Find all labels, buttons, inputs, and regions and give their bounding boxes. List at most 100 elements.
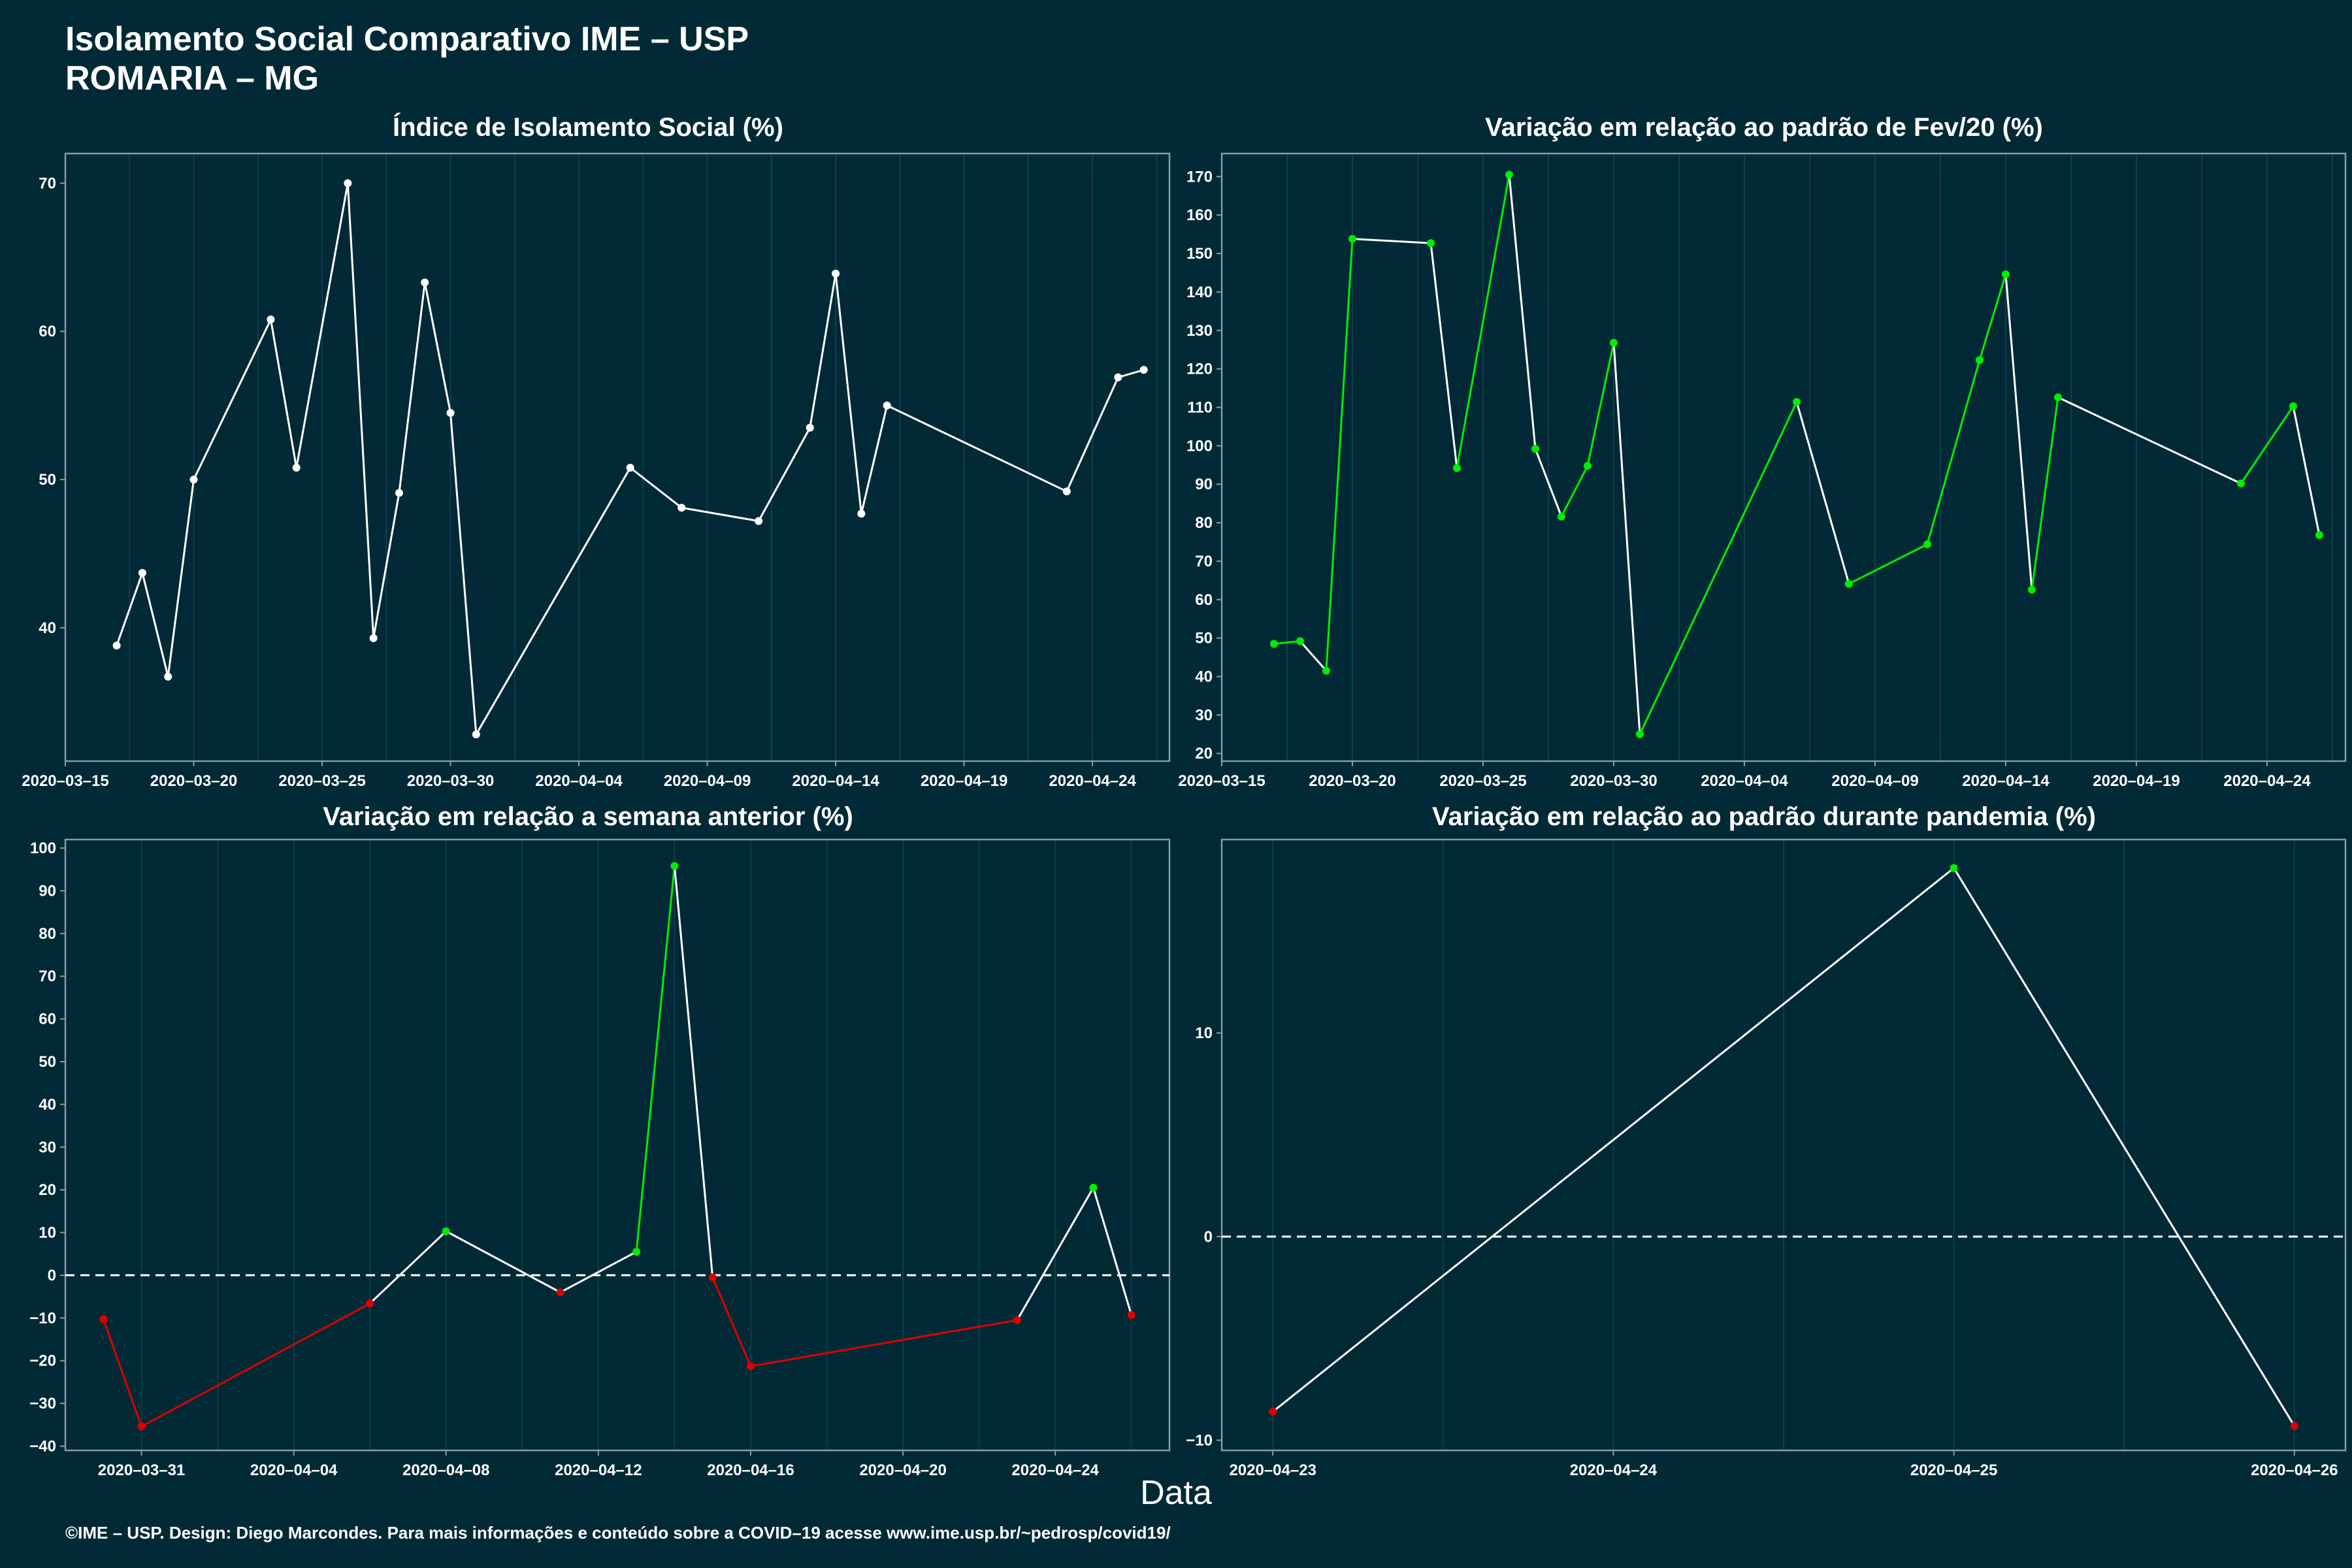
x-tick-label: 2020–03–15 xyxy=(1178,772,1265,790)
data-point xyxy=(2028,585,2036,594)
series-segment xyxy=(1612,342,1641,734)
panel-variation-feb: Variação em relação ao padrão de Fev/20 … xyxy=(1176,111,2352,791)
y-tick-label: 10 xyxy=(1195,1024,1213,1042)
data-point xyxy=(670,862,679,870)
plot-border xyxy=(1220,838,2347,1452)
y-tick-label: 20 xyxy=(39,1181,56,1199)
data-point xyxy=(1114,373,1122,382)
x-tick-label: 2020–04–24 xyxy=(1049,772,1136,790)
data-point xyxy=(1531,445,1539,453)
series-segment xyxy=(449,412,478,735)
series-segment xyxy=(750,1319,1018,1367)
data-point xyxy=(1636,730,1644,738)
chart-variation-week: −40 −30 −20 −10 0 10 20 30 40 50 60 70 80 90 100 2020–0… xyxy=(29,838,1171,1479)
panel-title: Índice de Isolamento Social (%) xyxy=(393,113,783,142)
y-tick-label: 130 xyxy=(1186,322,1213,340)
data-point xyxy=(678,504,686,512)
data-point xyxy=(1923,540,1931,549)
y-tick-label: 40 xyxy=(39,1096,56,1113)
panel-variation-week: Variação em relação a semana anterior (%… xyxy=(0,800,1176,1480)
x-tick-label: 2020–04–26 xyxy=(2251,1462,2338,1479)
y-tick-label: −40 xyxy=(29,1437,56,1455)
plot-area xyxy=(1222,154,2345,761)
main-title: Isolamento Social Comparativo IME – USP xyxy=(65,20,749,58)
x-tick-label: 2020–04–09 xyxy=(1831,772,1918,790)
data-point xyxy=(1348,235,1356,243)
data-point xyxy=(138,568,146,577)
series-segment xyxy=(1456,174,1511,468)
data-point xyxy=(112,642,121,650)
data-point xyxy=(2290,1422,2298,1430)
series-segment xyxy=(2031,397,2059,590)
series-segment xyxy=(1429,242,1458,468)
y-tick-label: 60 xyxy=(39,323,56,340)
data-point xyxy=(1062,487,1071,496)
series-segment xyxy=(2057,396,2242,485)
plot-border xyxy=(64,152,1171,762)
data-point xyxy=(857,510,866,518)
data-point xyxy=(626,463,634,472)
series-segment xyxy=(141,572,169,678)
data-point xyxy=(164,672,172,681)
series-segment xyxy=(673,866,714,1278)
data-point xyxy=(292,463,301,472)
data-point xyxy=(2315,531,2323,539)
y-tick-label: 90 xyxy=(1195,476,1213,493)
series-segment xyxy=(1352,238,1431,244)
x-tick-label: 2020–04–04 xyxy=(535,772,623,790)
data-point xyxy=(556,1288,564,1297)
data-point xyxy=(1453,464,1461,472)
x-tick-label: 2020–04–04 xyxy=(1701,772,1788,790)
series-segment xyxy=(1795,401,1850,585)
x-tick-label: 2020–03–25 xyxy=(278,772,365,790)
y-tick-label: 10 xyxy=(39,1224,56,1242)
data-point xyxy=(472,730,480,739)
series-segment xyxy=(887,404,1068,493)
x-tick-label: 2020–03–20 xyxy=(150,772,237,790)
data-point xyxy=(746,1362,755,1371)
series-segment xyxy=(711,1277,752,1367)
plot-area xyxy=(65,840,1169,1450)
panel-title: Variação em relação ao padrão de Fev/20 … xyxy=(1485,113,2043,142)
data-point xyxy=(708,1273,717,1282)
data-point xyxy=(1845,580,1853,588)
series-segment xyxy=(2240,405,2295,484)
y-tick-label: 80 xyxy=(39,925,56,943)
data-point xyxy=(395,489,403,497)
series-segment xyxy=(140,1302,370,1428)
series-segment xyxy=(1586,342,1615,466)
series-segment xyxy=(1926,359,1981,545)
series-segment xyxy=(475,467,631,735)
y-tick-label: 90 xyxy=(39,882,56,900)
data-point xyxy=(1296,637,1304,645)
series-segment xyxy=(860,405,889,514)
series-segment xyxy=(559,1250,637,1294)
data-point xyxy=(1558,512,1565,521)
series-segment xyxy=(167,479,195,677)
x-tick-label: 2020–04–09 xyxy=(664,772,751,790)
y-tick-label: −20 xyxy=(29,1352,56,1370)
panel-title: Variação em relação a semana anterior (%… xyxy=(323,802,853,831)
y-tick-label: 170 xyxy=(1186,168,1213,186)
x-tick-label: 2020–04–24 xyxy=(1011,1462,1099,1479)
data-point xyxy=(344,179,352,188)
y-tick-label: 20 xyxy=(1195,745,1213,762)
x-tick-label: 2020–04–19 xyxy=(2093,772,2180,790)
data-point xyxy=(366,1299,374,1308)
y-tick-label: 100 xyxy=(1186,437,1213,455)
x-tick-label: 2020–04–25 xyxy=(1910,1462,1997,1479)
data-point xyxy=(267,316,275,324)
y-tick-label: 0 xyxy=(48,1267,56,1284)
y-tick-label: 30 xyxy=(1195,706,1213,724)
series-segment xyxy=(1508,174,1537,449)
y-tick-label: 80 xyxy=(1195,514,1213,532)
data-point xyxy=(2054,393,2062,402)
series-segment xyxy=(629,466,683,509)
y-tick-label: 60 xyxy=(39,1011,56,1028)
y-tick-label: 50 xyxy=(39,471,56,489)
panel-title: Variação em relação ao padrão durante pa… xyxy=(1432,802,2096,831)
series-segment xyxy=(398,282,426,493)
x-tick-label: 2020–04–04 xyxy=(250,1462,338,1479)
location-title: ROMARIA – MG xyxy=(65,59,319,97)
series-segment xyxy=(102,1318,142,1427)
